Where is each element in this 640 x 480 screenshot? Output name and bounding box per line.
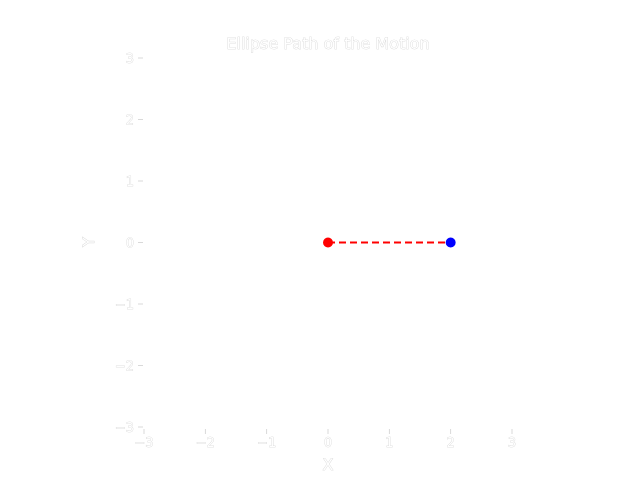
y-tick-label: −2 <box>115 360 134 375</box>
x-tick-label: 2 <box>447 436 455 451</box>
x-tick-label: 0 <box>324 436 332 451</box>
y-axis-label: Y <box>79 237 98 248</box>
y-tick-label: 0 <box>126 237 134 252</box>
x-axis-label: X <box>323 455 334 474</box>
y-tick-label: 2 <box>126 114 134 129</box>
chart-title: Ellipse Path of the Motion <box>226 34 429 53</box>
data-point <box>323 237 333 248</box>
axis-ticks: −3 −2 −1 0 1 2 3 −3 −2 −1 0 1 2 3 <box>115 52 517 452</box>
y-tick-label: 1 <box>126 175 134 190</box>
y-tick-label: 3 <box>126 52 134 67</box>
x-tick-label: 1 <box>385 436 393 451</box>
x-tick-label: 3 <box>508 436 516 451</box>
x-tick-label: −2 <box>196 436 215 451</box>
x-tick-label: −3 <box>134 436 153 451</box>
y-tick-label: −3 <box>115 421 134 436</box>
data-point <box>445 237 456 248</box>
plot-area <box>323 237 456 248</box>
y-tick-label: −1 <box>115 298 134 313</box>
x-tick-label: −1 <box>257 436 276 451</box>
